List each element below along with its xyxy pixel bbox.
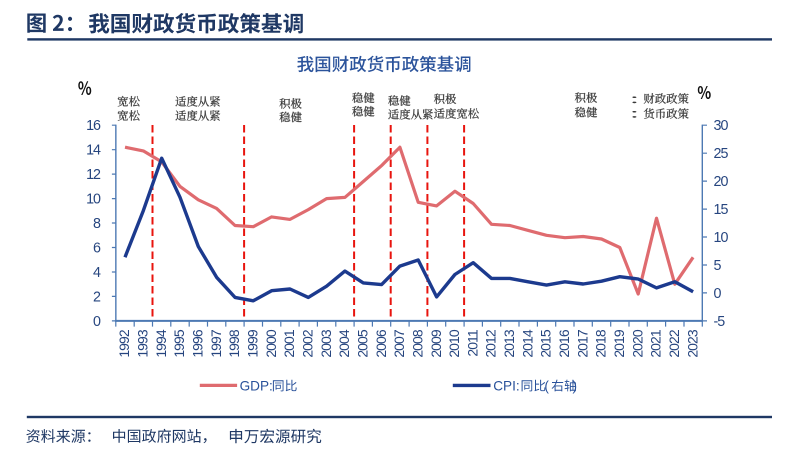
svg-text:2020: 2020 — [629, 329, 645, 358]
svg-text:2008: 2008 — [409, 329, 425, 358]
svg-text:2002: 2002 — [300, 329, 316, 358]
svg-text:16: 16 — [86, 118, 101, 134]
svg-text:2015: 2015 — [538, 329, 554, 358]
svg-text:8: 8 — [93, 216, 101, 232]
svg-text:2010: 2010 — [446, 329, 462, 358]
svg-text:1998: 1998 — [226, 329, 242, 358]
svg-text:2017: 2017 — [574, 329, 590, 358]
svg-text:2: 2 — [93, 289, 101, 305]
svg-text:25: 25 — [714, 146, 729, 162]
svg-text:2009: 2009 — [428, 329, 444, 358]
svg-text:10: 10 — [86, 192, 101, 208]
svg-text:-5: -5 — [714, 314, 726, 330]
svg-text:2001: 2001 — [281, 329, 297, 358]
svg-text:0: 0 — [714, 286, 722, 302]
svg-text:2006: 2006 — [373, 329, 389, 358]
svg-text:2019: 2019 — [611, 329, 627, 358]
svg-text:2021: 2021 — [648, 329, 664, 358]
svg-text:1995: 1995 — [171, 329, 187, 358]
svg-text:2012: 2012 — [483, 329, 499, 358]
svg-text:30: 30 — [714, 118, 729, 134]
svg-text:2023: 2023 — [684, 329, 700, 358]
svg-text:(: ( — [544, 378, 549, 393]
svg-text:20: 20 — [714, 174, 729, 190]
svg-text:2022: 2022 — [666, 329, 682, 358]
svg-text:2013: 2013 — [501, 329, 517, 358]
svg-text:1996: 1996 — [190, 329, 206, 358]
svg-text:2005: 2005 — [355, 329, 371, 358]
svg-text:1997: 1997 — [208, 329, 224, 358]
svg-text:2000: 2000 — [263, 329, 279, 358]
svg-text:): ) — [573, 378, 578, 393]
svg-text:15: 15 — [714, 202, 729, 218]
svg-text:CPI:: CPI: — [493, 378, 519, 393]
svg-text:12: 12 — [86, 167, 101, 183]
svg-text:6: 6 — [93, 241, 101, 257]
svg-text:GDP:: GDP: — [240, 378, 273, 393]
svg-text:1999: 1999 — [245, 329, 261, 358]
svg-text:0: 0 — [93, 314, 101, 330]
svg-text:5: 5 — [714, 258, 722, 274]
svg-text:1993: 1993 — [135, 329, 151, 358]
svg-text:1992: 1992 — [116, 329, 132, 358]
svg-text:4: 4 — [93, 265, 101, 281]
svg-text:14: 14 — [86, 143, 101, 159]
svg-text:2016: 2016 — [556, 329, 572, 358]
svg-text:2018: 2018 — [593, 329, 609, 358]
svg-text:2003: 2003 — [318, 329, 334, 358]
svg-text:2014: 2014 — [519, 329, 535, 358]
svg-text:10: 10 — [714, 230, 729, 246]
svg-text:2007: 2007 — [391, 329, 407, 358]
svg-text:2011: 2011 — [464, 329, 480, 356]
svg-text:1994: 1994 — [153, 329, 169, 358]
svg-text:2004: 2004 — [336, 329, 352, 358]
